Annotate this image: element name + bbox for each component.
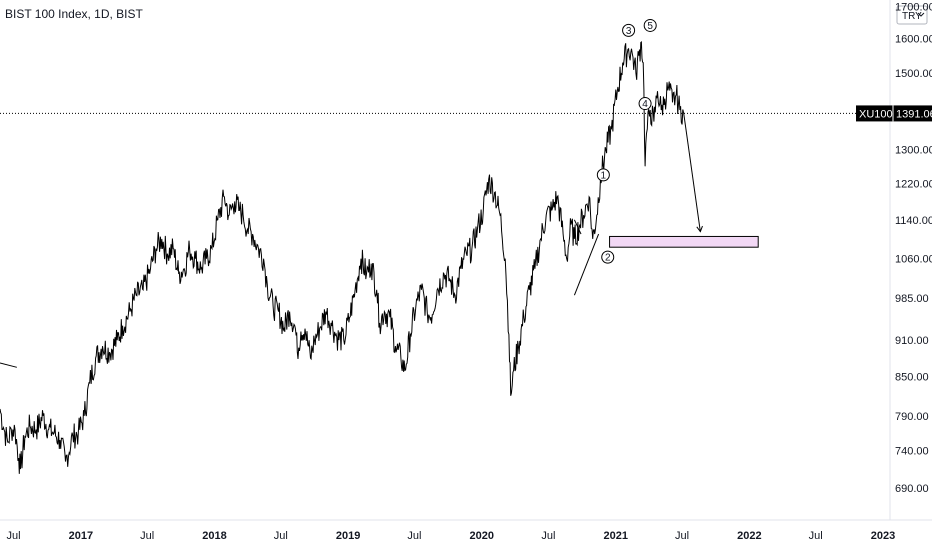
wave-label: 3 — [626, 26, 632, 37]
last-price-background — [856, 105, 932, 122]
wave-label: 2 — [605, 253, 611, 264]
x-tick-label: 2021 — [604, 530, 628, 542]
price-line — [0, 40, 684, 474]
y-axis[interactable]: 690.00 740.00 790.00 850.00 910.00 985.00 1060… — [895, 1, 932, 495]
y-tick-label: 790.00 — [895, 411, 929, 423]
last-price-symbol: XU100 — [859, 108, 893, 120]
wave-label: 1 — [601, 170, 607, 181]
wave-label-circle — [622, 23, 636, 37]
y-tick-label: 850.00 — [895, 372, 929, 384]
annotation-layer — [0, 111, 890, 368]
x-tick-label: Jul — [541, 530, 555, 542]
x-tick-label: Jul — [7, 530, 21, 542]
y-tick-label: 1140.00 — [895, 215, 932, 227]
y-tick-label: 910.00 — [895, 335, 929, 347]
y-tick-label: 1300.00 — [895, 145, 932, 157]
trend-line[interactable] — [0, 362, 17, 368]
x-tick-label: Jul — [407, 530, 421, 542]
y-tick-label: 1500.00 — [895, 68, 932, 80]
y-tick-label: 740.00 — [895, 446, 929, 458]
x-axis[interactable]: Jul 2017 Jul 2018 Jul 2019 Jul 2020 Jul 2021 Jul 20… — [7, 530, 896, 542]
arrow-head-icon — [696, 225, 703, 233]
wave-label-circle — [638, 97, 652, 111]
currency-box[interactable] — [896, 5, 928, 25]
y-tick-label: 690.00 — [895, 483, 929, 495]
currency-label: TRY — [902, 11, 922, 22]
x-tick-label: 2017 — [69, 530, 93, 542]
x-tick-label: 2023 — [871, 530, 895, 542]
last-price-value: 1391.06 — [896, 108, 932, 120]
y-tick-label: 985.00 — [895, 293, 929, 305]
wave-label-circle — [643, 18, 657, 32]
chevron-down-icon — [917, 12, 925, 17]
x-tick-label: 2019 — [336, 530, 360, 542]
wave-label-circle — [596, 168, 610, 182]
x-tick-label: Jul — [140, 530, 154, 542]
last-price-tag: XU100 1391.06 — [856, 105, 932, 122]
currency-selector[interactable]: TRY — [896, 5, 928, 25]
x-tick-label: Jul — [274, 530, 288, 542]
x-tick-label: Jul — [675, 530, 689, 542]
triangle-line[interactable] — [573, 233, 600, 296]
wave-label: 5 — [647, 21, 653, 32]
y-tick-label: 1220.00 — [895, 179, 932, 191]
x-tick-label: 2020 — [470, 530, 494, 542]
x-tick-label: 2022 — [737, 530, 761, 542]
y-tick-label: 1700.00 — [895, 1, 932, 13]
x-tick-label: 2018 — [202, 530, 226, 542]
x-tick-label: Jul — [809, 530, 823, 542]
y-tick-label: 1060.00 — [895, 254, 932, 266]
wave-label: 4 — [642, 99, 648, 110]
projection-arrow[interactable] — [683, 111, 701, 232]
chart-title: BIST 100 Index, 1D, BIST — [5, 7, 144, 21]
wave-label-circle — [601, 250, 615, 264]
y-tick-label: 1600.00 — [895, 34, 932, 46]
wave-labels: 1 2 3 4 5 — [596, 18, 657, 264]
target-zone-box[interactable] — [609, 235, 759, 248]
